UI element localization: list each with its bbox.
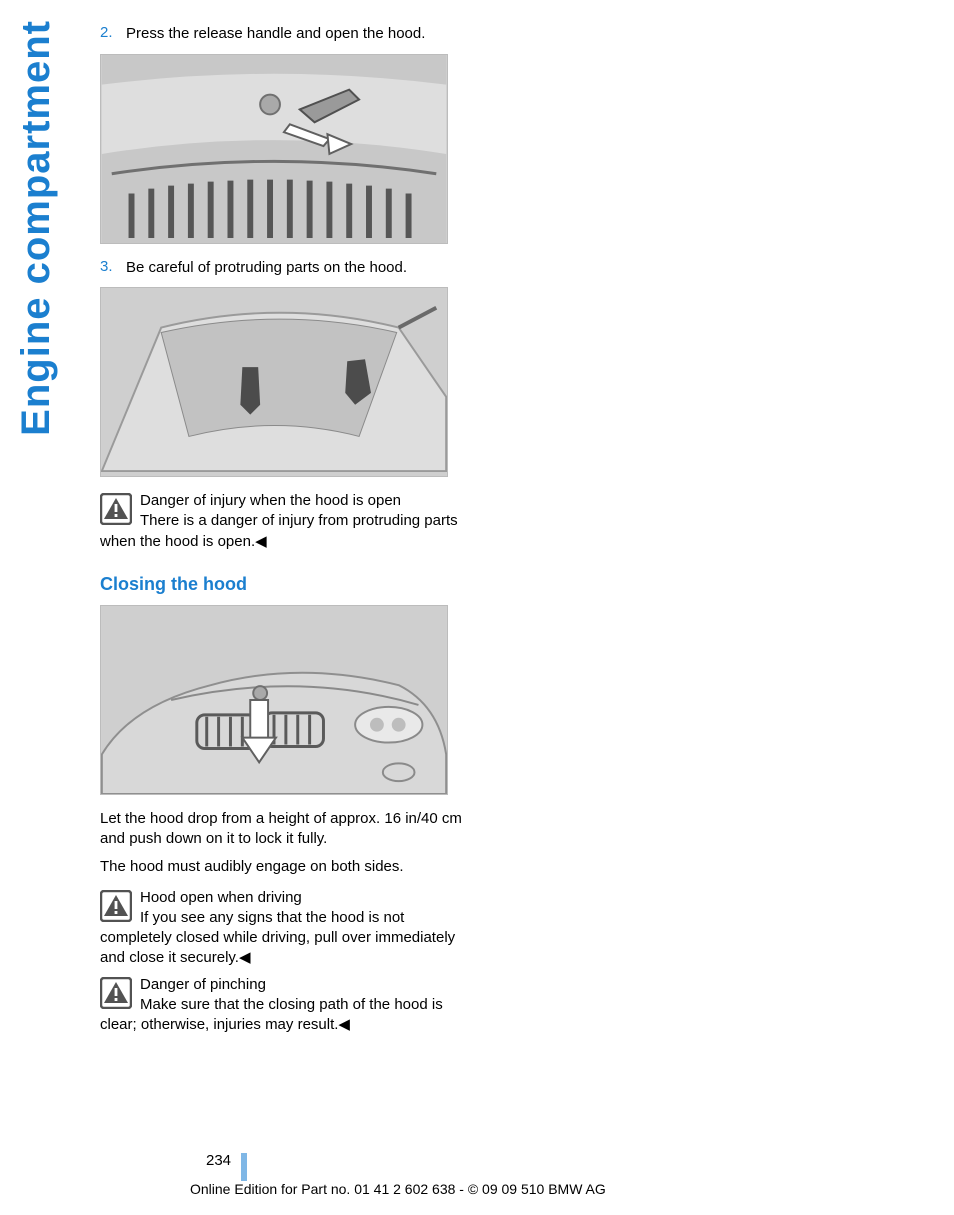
section-side-tab-text: Engine compartment: [14, 20, 59, 436]
manual-page: Engine compartment 2. Press the release …: [0, 0, 954, 1215]
warning-body: If you see any signs that the hood is no…: [100, 908, 470, 969]
warning-icon: [100, 977, 132, 1009]
page-footer: 234 Online Edition for Part no. 01 41 2 …: [0, 1147, 954, 1197]
warning-body: Make sure that the closing path of the h…: [100, 995, 470, 1036]
figure-closing-hood: [100, 605, 448, 795]
subheading-closing-hood: Closing the hood: [100, 574, 470, 595]
figure-release-handle: [100, 54, 448, 244]
warning-note: Hood open when driving If you see any si…: [100, 888, 470, 969]
closing-paragraph-1: Let the hood drop from a height of appro…: [100, 809, 470, 850]
page-number: 234: [206, 1152, 231, 1169]
warning-note: Danger of pinching Make sure that the cl…: [100, 975, 470, 1036]
footer-line: Online Edition for Part no. 01 41 2 602 …: [190, 1181, 954, 1197]
main-content-column: 2. Press the release handle and open the…: [100, 24, 470, 1035]
warning-icon: [100, 890, 132, 922]
step-text: Be careful of protruding parts on the ho…: [126, 258, 470, 278]
step-text: Press the release handle and open the ho…: [126, 24, 470, 44]
step-row: 2. Press the release handle and open the…: [100, 24, 470, 44]
warning-title: Danger of injury when the hood is open: [100, 491, 470, 511]
figure-hood-underside: [100, 287, 448, 477]
section-side-tab: Engine compartment: [12, 20, 60, 500]
step-row: 3. Be careful of protruding parts on the…: [100, 258, 470, 278]
warning-title: Hood open when driving: [100, 888, 470, 908]
warning-icon: [100, 493, 132, 525]
page-number-bar: [241, 1153, 247, 1181]
closing-paragraph-2: The hood must audibly engage on both sid…: [100, 857, 470, 877]
step-number: 3.: [100, 258, 126, 275]
step-number: 2.: [100, 24, 126, 41]
warning-body: There is a danger of injury from protrud…: [100, 511, 470, 552]
warning-note: Danger of injury when the hood is open T…: [100, 491, 470, 552]
warning-title: Danger of pinching: [100, 975, 470, 995]
